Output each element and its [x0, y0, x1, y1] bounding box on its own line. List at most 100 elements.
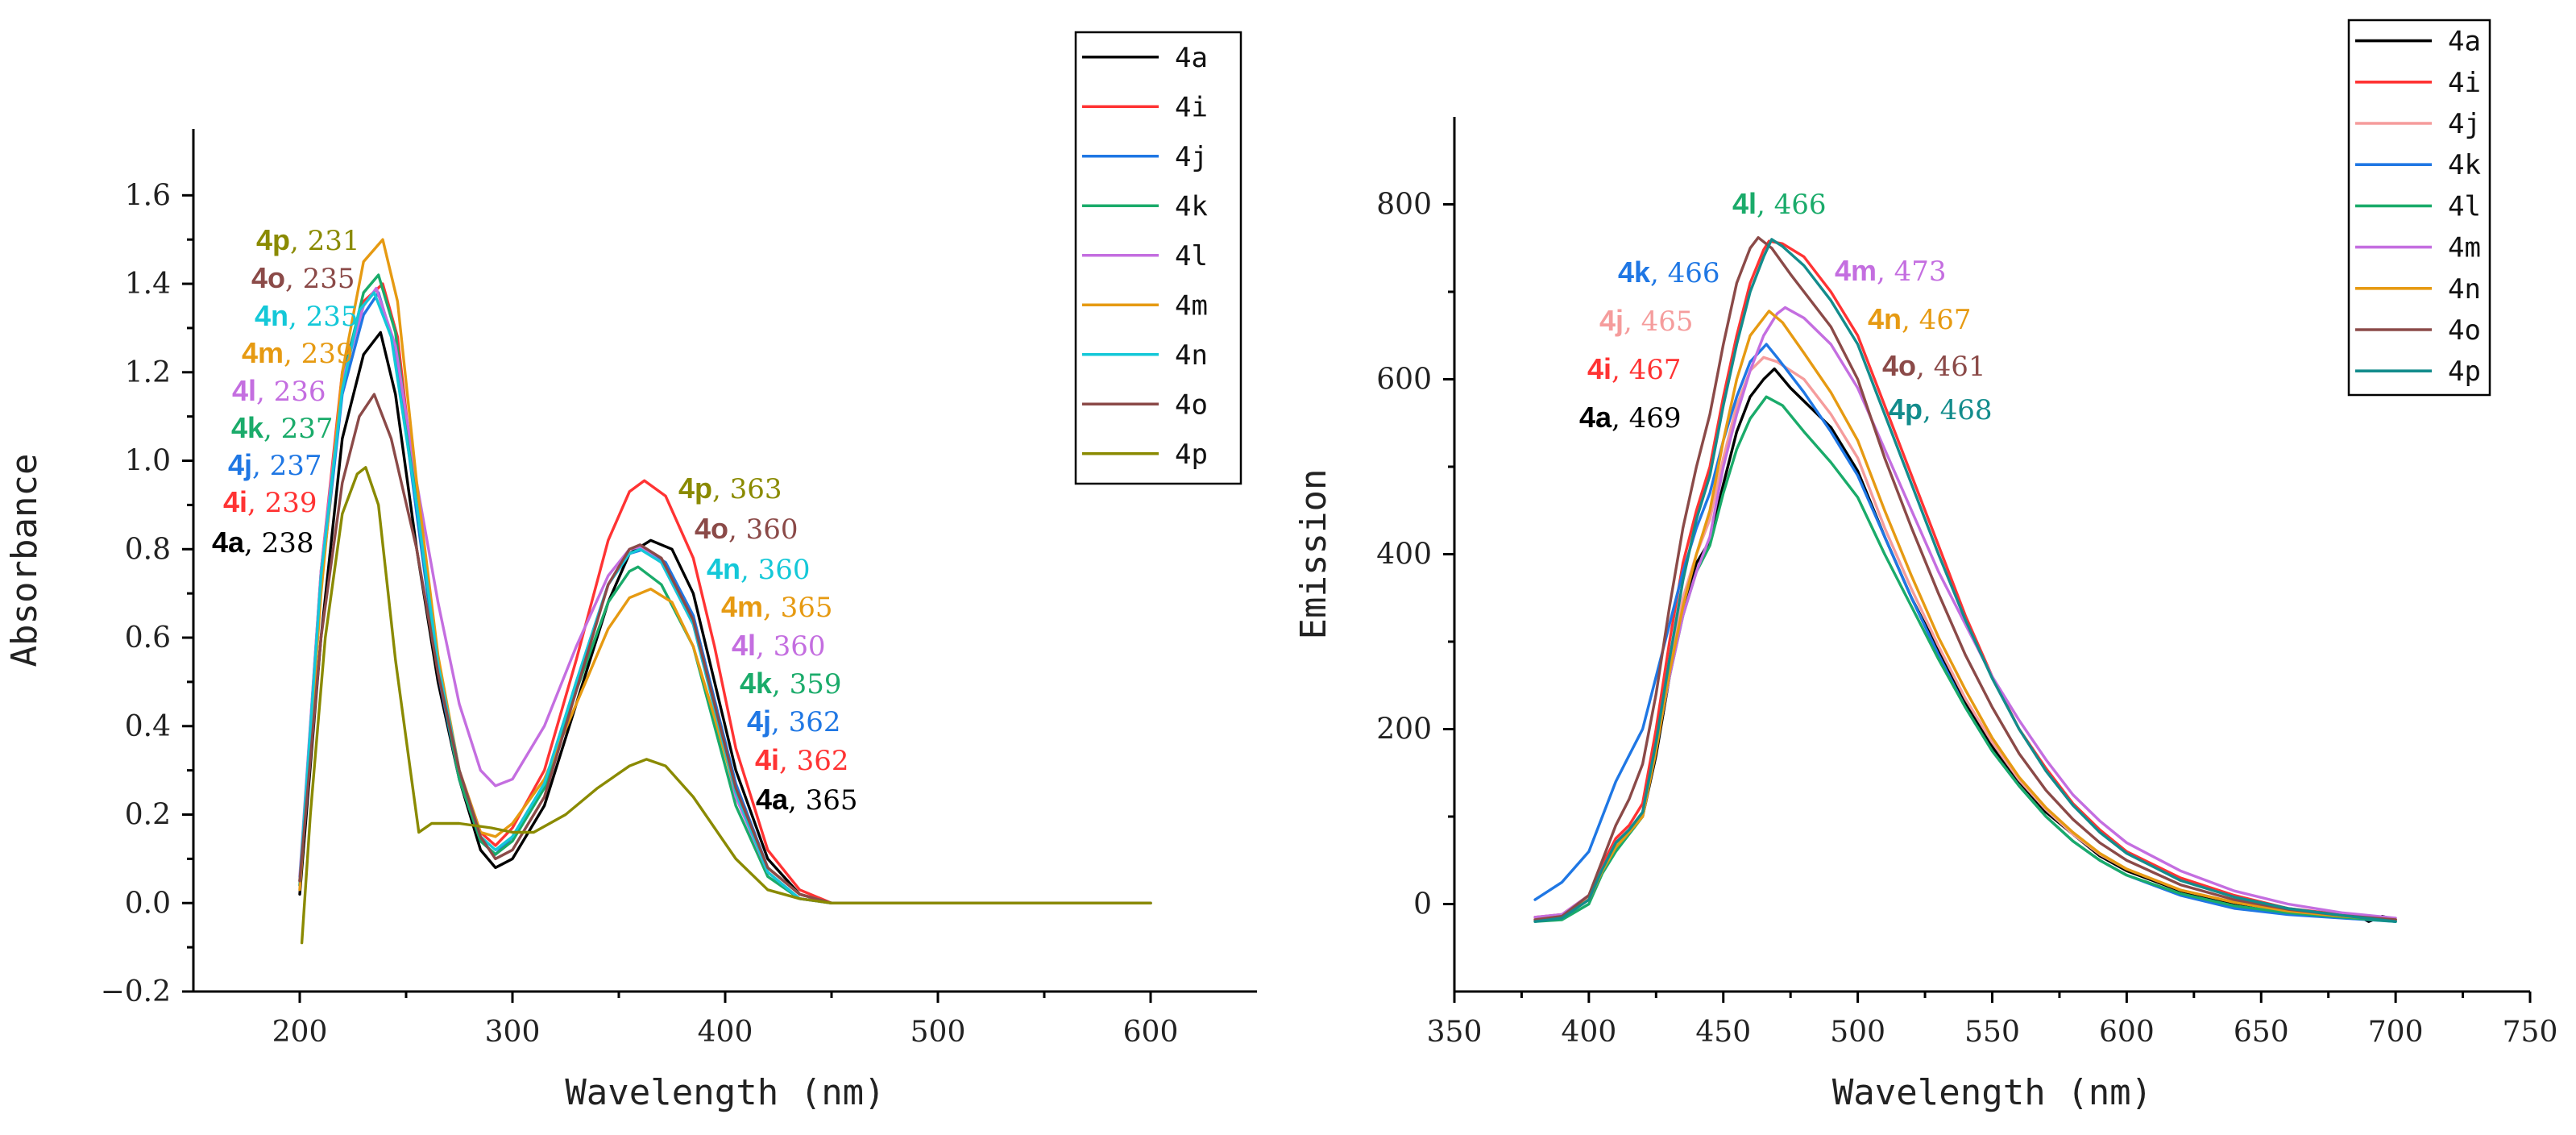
peak-label-compound: 4o: [1882, 349, 1916, 382]
peak-label-compound: 4l: [232, 374, 256, 407]
legend-box: [1074, 31, 1242, 485]
peak-label-separator: ,: [252, 450, 270, 482]
series-line-4k: [298, 273, 1152, 904]
peak-label-separator: ,: [1902, 304, 1919, 336]
peak-label-separator: ,: [1612, 402, 1629, 434]
series-line-4i: [298, 282, 1152, 904]
legend-item-4k: 4k: [2355, 149, 2481, 181]
peak-label-4k: 4k, 237: [231, 411, 334, 445]
legend-item-4p: 4p: [1082, 439, 1208, 471]
peak-label-separator: ,: [779, 745, 797, 777]
legend-item-4o: 4o: [1082, 389, 1208, 421]
peak-label-value: 360: [758, 554, 811, 586]
series-line-4n: [298, 291, 1152, 904]
emission-chart: 350 400 450 500 550 600 650 700 750 0 200 400 600 800…: [1293, 19, 2557, 1113]
y-tick-label: 0.6: [125, 622, 171, 655]
legend-item-4o: 4o: [2355, 314, 2481, 347]
y-axis-title: Emission: [1293, 469, 1334, 640]
peak-label-compound: 4o: [251, 261, 285, 294]
y-tick-label: 0.8: [125, 533, 171, 566]
y-tick-label: 1.0: [125, 445, 171, 478]
peak-label-compound: 4k: [1618, 256, 1651, 289]
peak-label-value: 237: [281, 413, 334, 445]
peak-label-compound: 4p: [1889, 393, 1923, 426]
peak-label-value: 360: [746, 513, 799, 546]
series-lines: [1533, 236, 2397, 923]
peak-label-4l: 4l, 236: [232, 374, 326, 408]
peak-label-separator: ,: [740, 554, 758, 586]
peak-label-separator: ,: [772, 668, 790, 701]
y-tick-label: 0.2: [125, 799, 171, 832]
peak-label-separator: ,: [244, 527, 262, 559]
legend-label: 4i: [1175, 91, 1208, 123]
peak-label-compound: 4j: [228, 448, 252, 481]
peak-label-separator: ,: [288, 301, 306, 333]
peak-label-separator: ,: [788, 784, 806, 817]
legend-label: 4o: [1175, 389, 1208, 421]
peak-label-compound: 4p: [256, 223, 290, 256]
legend-label: 4l: [1175, 240, 1208, 272]
series-line-4l: [1533, 395, 2397, 923]
legend-label: 4o: [2448, 314, 2481, 347]
peak-label-value: 363: [730, 473, 782, 505]
legend-label: 4a: [1175, 42, 1208, 74]
peak-label-4j: 4j, 237: [228, 448, 322, 482]
peak-label-4l: 4l, 360: [732, 629, 826, 663]
peak-label-4m: 4m, 365: [721, 590, 833, 624]
legend-label: 4p: [1175, 439, 1208, 471]
series-line-4n: [1533, 310, 2397, 921]
peak-label-value: 365: [806, 784, 858, 817]
series-lines: [298, 238, 1152, 945]
peak-label-value: 465: [1641, 306, 1694, 338]
absorbance-chart: 200 300 400 500 600 −0.2 0.0 0.2 0.4 0.6 0.8 1.0 1.2…: [4, 31, 1257, 1113]
axes: 350 400 450 500 550 600 650 700 750 0 200 400 600 800: [1376, 117, 2557, 1049]
peak-label-compound: 4n: [255, 299, 288, 332]
peak-label-compound: 4p: [678, 472, 712, 505]
peak-label-value: 235: [303, 263, 355, 295]
y-tick-label: −0.2: [101, 975, 171, 1008]
legend-item-4n: 4n: [2355, 273, 2481, 306]
peak-label-compound: 4a: [212, 526, 245, 559]
legend-item-4m: 4m: [1082, 289, 1208, 322]
peak-label-compound: 4a: [1579, 401, 1612, 434]
y-tick-label: 0.0: [125, 887, 171, 920]
y-tick-label: 1.2: [125, 356, 171, 389]
legend-label: 4m: [2448, 232, 2481, 264]
peak-label-separator: ,: [256, 376, 274, 408]
peak-label-4a: 4a, 469: [1579, 401, 1682, 434]
peak-label-value: 362: [789, 706, 841, 738]
peak-label-compound: 4i: [1587, 352, 1612, 385]
peak-label-4i: 4i, 467: [1587, 352, 1682, 386]
legend-label: 4j: [2448, 108, 2481, 140]
peak-label-value: 461: [1934, 351, 1986, 383]
x-tick-label: 350: [1427, 1016, 1483, 1049]
series-line-4p: [1533, 238, 2397, 923]
peak-label-separator: ,: [712, 473, 730, 505]
peak-label-compound: 4i: [223, 485, 247, 518]
x-tick-label: 450: [1695, 1016, 1751, 1049]
y-tick-label: 0: [1413, 888, 1432, 921]
peak-label-separator: ,: [1650, 257, 1668, 289]
x-axis-title: Wavelength (nm): [565, 1072, 885, 1113]
peak-label-compound: 4l: [1732, 187, 1757, 220]
peak-label-4i: 4i, 239: [223, 485, 317, 519]
series-line-4o: [1533, 236, 2397, 921]
peak-label-compound: 4o: [695, 512, 728, 545]
peak-label-4i: 4i, 362: [755, 743, 849, 777]
peak-label-separator: ,: [1624, 306, 1641, 338]
legend-item-4k: 4k: [1082, 190, 1208, 222]
peak-label-compound: 4j: [1599, 304, 1624, 337]
y-tick-label: 0.4: [125, 710, 171, 743]
peak-label-value: 473: [1894, 256, 1947, 288]
y-tick-label: 400: [1376, 538, 1432, 572]
peak-label-compound: 4j: [747, 705, 771, 738]
y-tick-label: 200: [1376, 713, 1432, 746]
legend-label: 4i: [2448, 67, 2481, 99]
legend-item-4j: 4j: [2355, 108, 2481, 140]
peak-label-4n: 4n, 360: [707, 552, 811, 586]
peak-label-separator: ,: [284, 338, 301, 370]
peak-label-value: 362: [797, 745, 849, 777]
peak-label-separator: ,: [1877, 256, 1894, 288]
peak-label-4n: 4n, 467: [1868, 302, 1972, 336]
